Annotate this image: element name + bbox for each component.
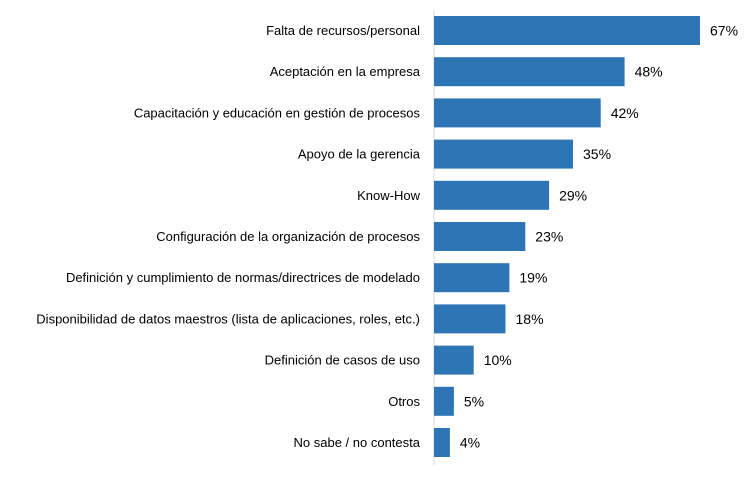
value-label: 5% [464,393,484,409]
bar [434,222,526,251]
bar [434,57,625,87]
value-label: 48% [635,64,663,80]
bar [434,304,506,334]
category-label: Apoyo de la gerencia [298,147,421,162]
category-label: Definición y cumplimiento de normas/dire… [66,270,420,285]
category-label: Capacitación y educación en gestión de p… [134,105,421,120]
bar [434,98,601,128]
value-label: 35% [583,146,611,162]
value-label: 10% [484,352,512,368]
value-label: 67% [710,23,738,39]
bars-layer [434,16,700,457]
category-label: Disponibilidad de datos maestros (lista … [36,311,420,326]
value-labels-layer: 67% 48% 42% 35% 29% 23% 19% 18% 10% 5% 4% [460,23,738,451]
value-label: 42% [611,105,639,121]
category-label: No sabe / no contesta [294,435,421,450]
value-label: 19% [519,270,547,286]
category-label: Falta de recursos/personal [266,23,420,38]
value-label: 18% [516,311,544,327]
bar [434,16,700,45]
category-label: Configuración de la organización de proc… [156,229,420,244]
value-label: 23% [535,229,563,245]
value-label: 29% [559,187,587,203]
category-label: Otros [388,394,420,409]
category-labels-layer: Falta de recursos/personal Aceptación en … [36,23,420,450]
bar [434,180,550,210]
value-label: 4% [460,435,480,451]
bar [434,428,450,457]
category-label: Definición de casos de uso [265,353,420,368]
bar [434,345,474,375]
bar [434,139,573,169]
category-label: Know-How [357,188,420,203]
bar [434,386,454,416]
bar [434,263,510,293]
category-label: Aceptación en la empresa [270,64,421,79]
